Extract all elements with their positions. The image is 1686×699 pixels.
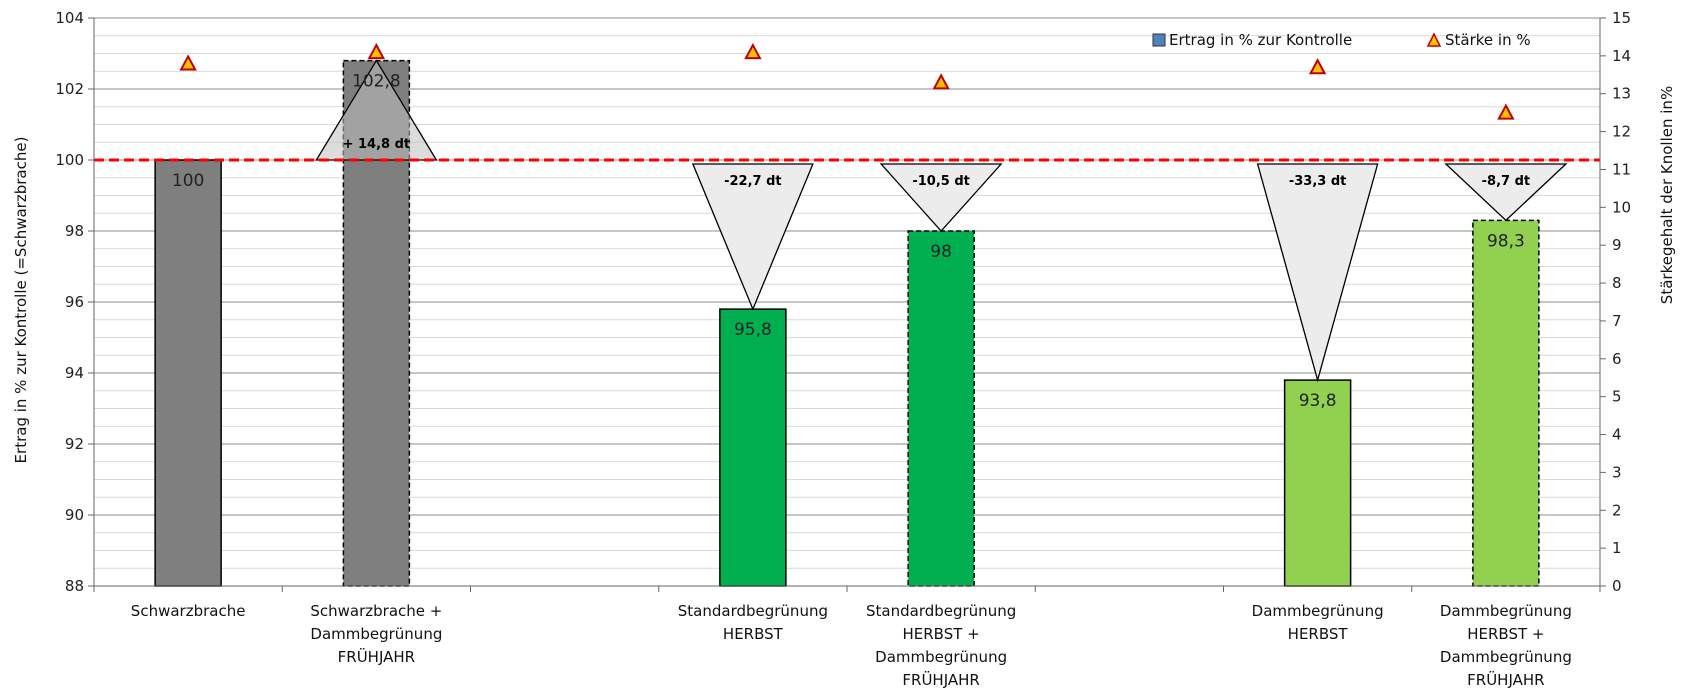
left-axis-ticks: 88 90 92 94 96 98 100 102 104 <box>55 9 94 595</box>
legend-label-staerke: Stärke in % <box>1445 31 1531 49</box>
bar-value-label: 100 <box>172 171 204 191</box>
left-tick-label: 96 <box>65 293 84 311</box>
bar-value-label: 95,8 <box>734 320 772 340</box>
difference-triangle <box>315 59 438 161</box>
difference-triangle <box>691 163 814 311</box>
bar-value-label: 98,3 <box>1487 231 1525 251</box>
bar <box>719 308 787 587</box>
starch-marker <box>1497 103 1515 120</box>
value-labels: 100 102,8 95,8 98 93,8 98,3 <box>172 72 1525 412</box>
right-tick-label: 2 <box>1612 501 1622 519</box>
left-tick-label: 90 <box>65 506 84 524</box>
bars <box>154 59 1540 587</box>
difference-triangle <box>879 163 1003 232</box>
right-tick-label: 5 <box>1612 388 1622 406</box>
left-tick-label: 104 <box>55 9 84 27</box>
difference-label: -22,7 dt <box>724 174 782 189</box>
bar <box>907 230 975 587</box>
category-label: Standardbegrünung HERBST + Dammbegrünung FR… <box>866 602 1016 689</box>
legend-label-ertrag: Ertrag in % zur Kontrolle <box>1169 31 1352 49</box>
starch-marker <box>179 54 197 71</box>
right-tick-label: 7 <box>1612 312 1622 330</box>
right-tick-label: 8 <box>1612 274 1622 292</box>
right-tick-label: 4 <box>1612 426 1622 444</box>
difference-label: + 14,8 dt <box>343 137 411 152</box>
starch-marker <box>744 42 762 60</box>
right-tick-label: 9 <box>1612 236 1622 254</box>
bar <box>154 159 222 587</box>
right-tick-label: 14 <box>1612 47 1631 65</box>
legend: Ertrag in % zur Kontrolle Stärke in % <box>1152 31 1531 49</box>
category-label: Standardbegrünung HERBST <box>678 602 828 643</box>
difference-label: -33,3 dt <box>1289 174 1347 189</box>
left-tick-label: 100 <box>55 151 84 169</box>
starch-marker <box>932 73 950 90</box>
right-tick-label: 15 <box>1612 9 1631 27</box>
right-tick-label: 11 <box>1612 160 1631 178</box>
difference-label: -10,5 dt <box>912 174 970 189</box>
left-tick-label: 102 <box>55 80 84 98</box>
right-tick-label: 0 <box>1612 577 1622 595</box>
left-tick-label: 92 <box>65 435 84 453</box>
y-axis-title: Ertrag in % zur Kontrolle (=Schwarzbrach… <box>12 137 30 464</box>
bar-value-label: 93,8 <box>1299 391 1337 411</box>
axes <box>93 18 1601 592</box>
category-labels: Schwarzbrache Schwarzbrache + Dammbegrünun… <box>131 602 1572 689</box>
right-tick-label: 13 <box>1612 85 1631 103</box>
right-tick-label: 6 <box>1612 350 1622 368</box>
legend-marker-staerke <box>1426 32 1442 47</box>
bar-value-label: 102,8 <box>352 72 401 92</box>
bar <box>1472 219 1540 587</box>
left-tick-label: 88 <box>65 577 84 595</box>
legend-swatch-ertrag <box>1152 33 1166 47</box>
left-tick-label: 94 <box>65 364 84 382</box>
starch-markers <box>179 42 1515 120</box>
starch-marker <box>367 42 386 60</box>
bar <box>1283 379 1352 587</box>
difference-label: -8,7 dt <box>1482 174 1530 189</box>
right-tick-label: 1 <box>1612 539 1622 557</box>
right-tick-label: 12 <box>1612 123 1631 141</box>
left-tick-label: 98 <box>65 222 84 240</box>
major-gridlines <box>94 17 1600 587</box>
category-label: Schwarzbrache <box>131 602 246 620</box>
difference-triangle <box>1256 163 1379 383</box>
category-label: Dammbegrünung HERBST + Dammbegrünung FRÜHJA… <box>1440 602 1572 689</box>
difference-triangle <box>1444 163 1568 222</box>
right-tick-label: 3 <box>1612 463 1622 481</box>
bar-value-label: 98 <box>930 242 952 262</box>
y-axis-right-title: Stärkegehalt der Knollen in% <box>1658 86 1676 304</box>
starch-marker <box>1308 58 1327 75</box>
difference-triangles: + 14,8 dt -22,7 dt -10,5 dt -33,3 dt -8,7 dt <box>315 59 1568 383</box>
category-label: Dammbegrünung HERBST <box>1252 602 1384 643</box>
right-tick-label: 10 <box>1612 198 1631 216</box>
category-label: Schwarzbrache + Dammbegrünung FRÜHJAHR <box>310 602 442 666</box>
